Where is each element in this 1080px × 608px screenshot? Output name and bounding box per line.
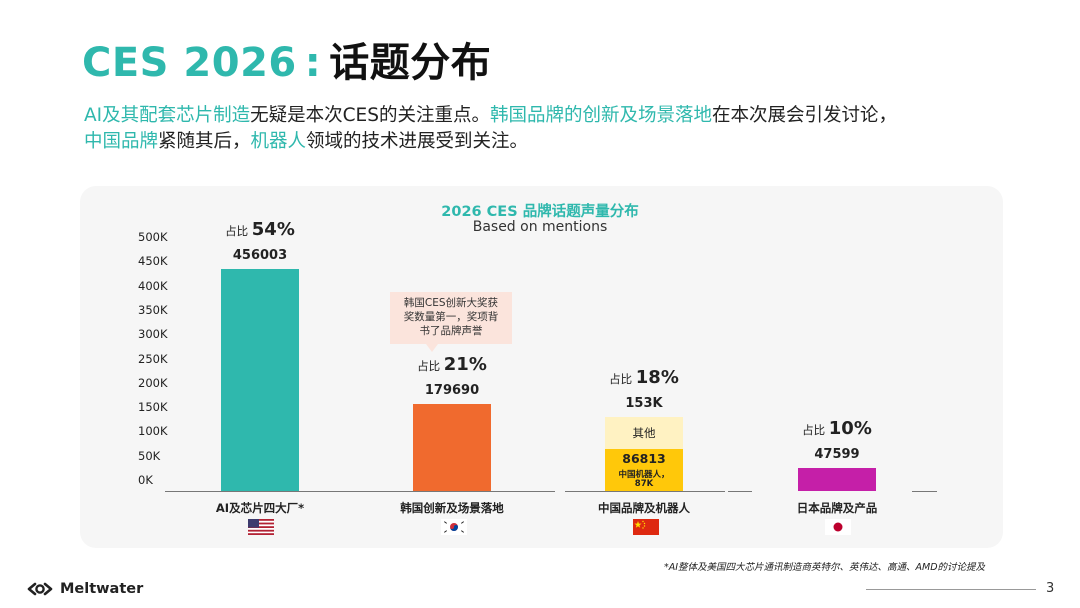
- page-title: CES 2026: 话题分布: [82, 30, 491, 88]
- bar-segment-value: 86813: [622, 450, 666, 466]
- y-tick-label: 0K: [138, 473, 153, 487]
- meltwater-logo-icon: [27, 582, 53, 596]
- summary-highlight: 机器人: [250, 131, 307, 152]
- y-tick-label: 350K: [138, 302, 168, 317]
- summary-text-part: 领域的技术进展受到关注。: [306, 131, 529, 152]
- summary-highlight: 韩国品牌的创新及场景落地: [489, 105, 712, 126]
- x-axis-baseline: [728, 491, 752, 492]
- share-value: 18%: [635, 366, 679, 388]
- bar-share-label: 占比 54%: [200, 219, 320, 240]
- bar-value-label: 456003: [232, 248, 288, 264]
- korea-callout: 韩国CES创新大奖获 奖数量第一，奖项背 书了品牌声誉: [390, 292, 512, 344]
- share-prefix: 占比: [609, 371, 636, 386]
- footer-divider: [866, 589, 1036, 590]
- title-separator: :: [304, 40, 322, 86]
- us-flag-icon: [248, 519, 274, 535]
- bar-segment-note: 中国机器人，: [618, 469, 670, 480]
- bar-value-label: 47599: [814, 446, 860, 462]
- bar-segment: [605, 416, 683, 449]
- bar-segment: [605, 448, 683, 491]
- chart-subtitle: Based on mentions: [472, 219, 608, 235]
- y-tick-label: 250K: [138, 351, 168, 366]
- chart-title: 2026 CES 品牌话题声量分布: [441, 204, 639, 220]
- title-main: 话题分布: [329, 40, 492, 86]
- bar-value-label: 153K: [625, 395, 663, 411]
- cn-flag-icon: [633, 519, 659, 535]
- callout-tail: [426, 344, 438, 352]
- x-axis-baseline: [565, 491, 725, 492]
- x-category-label: AI及芯片四大厂*: [215, 501, 305, 515]
- x-category-label: 韩国创新及场景落地: [400, 501, 504, 515]
- bar: [221, 269, 299, 491]
- y-tick-label: 400K: [138, 278, 168, 293]
- meltwater-logo: Meltwater: [26, 581, 143, 597]
- x-category-label: 中国品牌及机器人: [598, 501, 690, 515]
- share-prefix: 占比: [225, 224, 252, 239]
- callout-line: 书了品牌声誉: [419, 325, 483, 337]
- y-tick-label: 300K: [138, 327, 168, 342]
- kr-flag-icon: [441, 519, 467, 535]
- share-value: 54%: [251, 219, 295, 241]
- y-tick-label: 50K: [138, 448, 161, 463]
- logo-text: Meltwater: [60, 581, 144, 597]
- summary-highlight: AI及其配套芯片制造: [84, 105, 251, 126]
- y-tick-label: 100K: [138, 424, 168, 439]
- bar-value-label: 179690: [424, 382, 480, 398]
- y-tick-label: 200K: [138, 375, 168, 390]
- callout-line: 奖数量第一，奖项背: [403, 311, 499, 323]
- summary-text-part: 紧随其后，: [158, 131, 251, 152]
- bar-segment-label: 其他: [632, 425, 656, 440]
- share-prefix: 占比: [417, 358, 444, 373]
- y-tick-label: 500K: [138, 230, 168, 244]
- jp-flag-icon: [825, 519, 851, 535]
- summary-text: AI及其配套芯片制造无疑是本次CES的关注重点。韩国品牌的创新及场景落地在本次展…: [84, 103, 1044, 155]
- share-value: 10%: [828, 417, 872, 439]
- x-category-label: 日本品牌及产品: [796, 501, 878, 515]
- page-number: 3: [1046, 581, 1055, 596]
- footnote: *AI整体及美国四大芯片通讯制造商英特尔、英伟达、高通、AMD的讨论提及: [664, 562, 986, 573]
- callout-line: 韩国CES创新大奖获: [403, 297, 499, 309]
- bar: [798, 467, 876, 491]
- title-accent: CES 2026: [82, 40, 297, 86]
- summary-text-part: 在本次展会引发讨论，: [712, 105, 898, 126]
- bar: [413, 403, 491, 491]
- bar-share-label: 占比 18%: [584, 367, 704, 388]
- summary-highlight: 中国品牌: [84, 131, 159, 152]
- share-prefix: 占比: [802, 422, 829, 437]
- share-value: 21%: [443, 353, 487, 375]
- y-tick-label: 150K: [138, 400, 168, 415]
- bar-share-label: 占比 10%: [777, 418, 897, 439]
- summary-text-part: 无疑是本次CES的关注重点。: [250, 105, 490, 126]
- y-tick-label: 450K: [138, 254, 168, 269]
- bar-segment-note: 87K: [634, 478, 654, 489]
- x-axis-baseline: [165, 491, 555, 492]
- bar-share-label: 占比 21%: [392, 354, 512, 375]
- x-axis-baseline: [912, 491, 937, 492]
